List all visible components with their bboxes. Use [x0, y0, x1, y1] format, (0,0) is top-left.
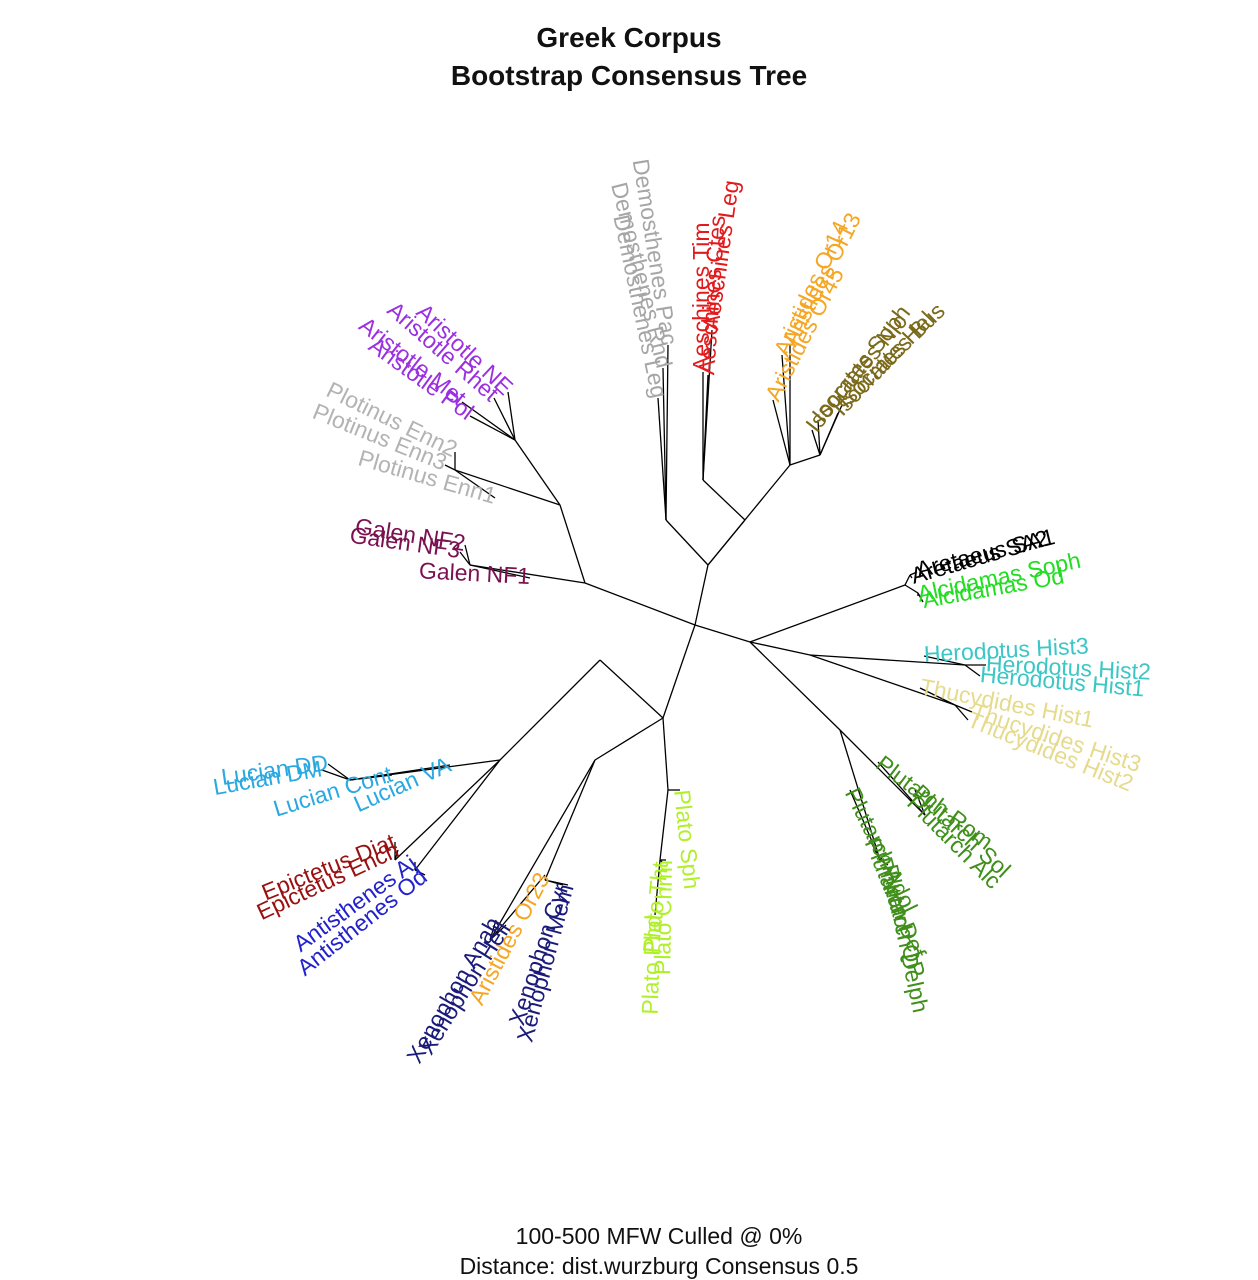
- tip-branch: [349, 774, 393, 781]
- tip-branch: [909, 799, 926, 816]
- tip-branch: [461, 401, 516, 441]
- tip-branch: [657, 397, 667, 521]
- internal-branch: [662, 717, 669, 791]
- tip-branch: [489, 874, 546, 941]
- internal-branch: [594, 717, 664, 761]
- internal-branch: [904, 584, 919, 594]
- tip-branch: [414, 869, 426, 876]
- tip-branch: [772, 399, 791, 466]
- tip-label-plato-phd: Plato Phd: [637, 914, 666, 1015]
- chart-title: Greek Corpus: [536, 22, 722, 53]
- tip-branch: [327, 763, 351, 781]
- internal-branch: [839, 729, 881, 861]
- internal-branch: [599, 659, 664, 719]
- tip-branch: [781, 354, 791, 466]
- chart-subtitle: Bootstrap Consensus Tree: [450, 60, 808, 91]
- tip-branch: [917, 592, 924, 603]
- internal-branch: [662, 624, 696, 719]
- caption-distance: Distance: dist.wurzburg Consensus 0.5: [459, 1253, 859, 1279]
- tip-branch: [914, 789, 926, 816]
- tip-label-plato-chrm: Plato Chrm: [649, 860, 677, 975]
- tip-branch: [321, 769, 351, 781]
- tip-branch: [464, 544, 471, 566]
- internal-branch: [454, 469, 561, 506]
- tip-branch: [954, 704, 969, 721]
- tip-branch: [923, 655, 966, 666]
- tip-branch: [459, 551, 471, 566]
- tip-branch: [654, 859, 661, 916]
- tip-branch: [394, 849, 399, 861]
- tip-branch: [665, 344, 669, 521]
- internal-branch: [559, 504, 586, 584]
- tip-branch: [919, 687, 956, 706]
- internal-branch: [694, 624, 751, 643]
- internal-branch: [694, 564, 709, 626]
- internal-branch: [414, 759, 501, 871]
- internal-branch: [809, 654, 966, 666]
- tip-branch: [849, 789, 881, 861]
- tip-branch: [819, 404, 843, 456]
- internal-branch: [665, 519, 709, 566]
- tip-branch: [869, 839, 881, 861]
- internal-branch: [749, 641, 811, 656]
- tip-branch: [877, 761, 926, 816]
- internal-branch: [707, 464, 791, 566]
- tip-branch: [909, 571, 918, 576]
- internal-branch: [499, 659, 601, 761]
- tip-label-aeschines-tim: Aeschines Tim: [688, 222, 714, 372]
- internal-branch: [584, 582, 696, 626]
- tip-branch: [469, 564, 531, 579]
- tip-branch: [954, 704, 973, 713]
- tip-branch: [702, 329, 713, 481]
- internal-branch: [904, 574, 911, 586]
- internal-branch: [514, 439, 561, 506]
- tip-branch: [469, 415, 516, 441]
- tip-branch: [811, 429, 821, 456]
- internal-branch: [789, 454, 821, 466]
- tip-branch: [964, 664, 981, 677]
- tip-branch: [879, 859, 889, 866]
- tip-label-galen-nf1: Galen NF1: [418, 557, 530, 589]
- tip-branch: [544, 879, 564, 886]
- internal-branch: [489, 759, 596, 941]
- internal-branch: [702, 479, 746, 521]
- tree-branches: [321, 329, 986, 941]
- tip-branch: [817, 419, 821, 456]
- tip-branch: [493, 397, 516, 441]
- internal-branch: [749, 641, 841, 731]
- caption-mfw: 100-500 MFW Culled @ 0%: [515, 1223, 803, 1249]
- internal-branch: [659, 789, 669, 861]
- internal-branch: [469, 564, 586, 584]
- internal-branch: [749, 584, 906, 643]
- tip-branch: [489, 919, 497, 941]
- tip-branch: [662, 367, 667, 521]
- internal-branch: [394, 759, 501, 861]
- internal-branch: [544, 759, 596, 881]
- tip-branch: [507, 391, 516, 441]
- tip-branch: [489, 924, 507, 941]
- tip-branch: [444, 464, 456, 471]
- internal-branch: [809, 654, 956, 706]
- tip-branch: [454, 469, 496, 499]
